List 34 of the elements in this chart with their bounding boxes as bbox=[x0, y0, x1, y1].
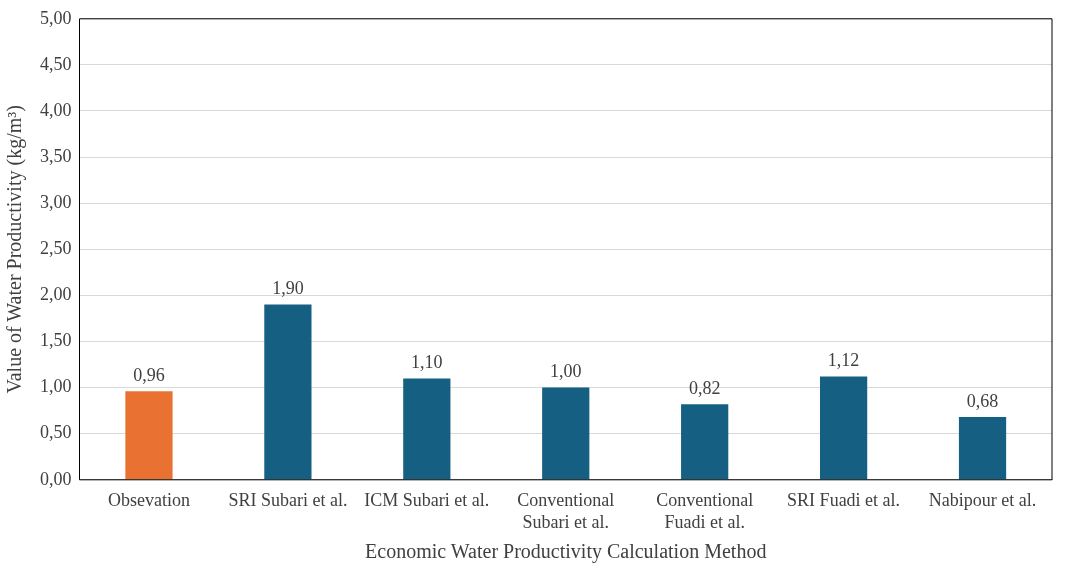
x-tick-label: Nabipour et al. bbox=[928, 490, 1037, 511]
bar bbox=[264, 304, 312, 480]
y-tick-label: 2,00 bbox=[40, 284, 72, 305]
x-tick-label: SRI Fuadi et al. bbox=[787, 490, 901, 511]
x-tick-label: SRI Subari et al. bbox=[228, 490, 348, 511]
x-tick-label: Conventional Fuadi et al. bbox=[656, 490, 754, 532]
bar bbox=[681, 404, 729, 480]
data-label: 1,12 bbox=[827, 350, 860, 371]
data-label: 0,68 bbox=[966, 390, 999, 411]
x-axis-title: Economic Water Productivity Calculation Method bbox=[365, 540, 767, 564]
y-tick-label: 0,00 bbox=[40, 468, 72, 489]
bar bbox=[819, 376, 868, 480]
bar bbox=[958, 417, 1007, 480]
y-tick-label: 4,00 bbox=[40, 99, 72, 120]
x-tick-label: ICM Subari et al. bbox=[364, 490, 490, 511]
y-axis-title: Value of Water Productivity (kg/m³) bbox=[3, 105, 27, 394]
data-label: 0,82 bbox=[688, 377, 721, 398]
y-tick-label: 3,50 bbox=[40, 145, 72, 166]
y-tick-label: 3,00 bbox=[40, 191, 72, 212]
bar bbox=[125, 391, 173, 480]
y-tick-label: 4,50 bbox=[40, 53, 72, 74]
y-tick-label: 0,50 bbox=[40, 422, 72, 443]
y-tick-label: 1,00 bbox=[40, 376, 72, 397]
y-tick-label: 1,50 bbox=[40, 330, 72, 351]
y-tick-label: 5,00 bbox=[40, 7, 72, 28]
bar bbox=[542, 387, 590, 480]
bar bbox=[403, 378, 451, 480]
data-label: 0,96 bbox=[133, 365, 165, 386]
data-label: 1,10 bbox=[411, 352, 443, 373]
x-tick-label: Conventional Subari et al. bbox=[517, 490, 615, 532]
x-tick-label: Obsevation bbox=[107, 490, 190, 511]
y-tick-label: 2,50 bbox=[40, 238, 72, 259]
data-label: 1,90 bbox=[272, 278, 304, 299]
data-label: 1,00 bbox=[550, 361, 582, 382]
